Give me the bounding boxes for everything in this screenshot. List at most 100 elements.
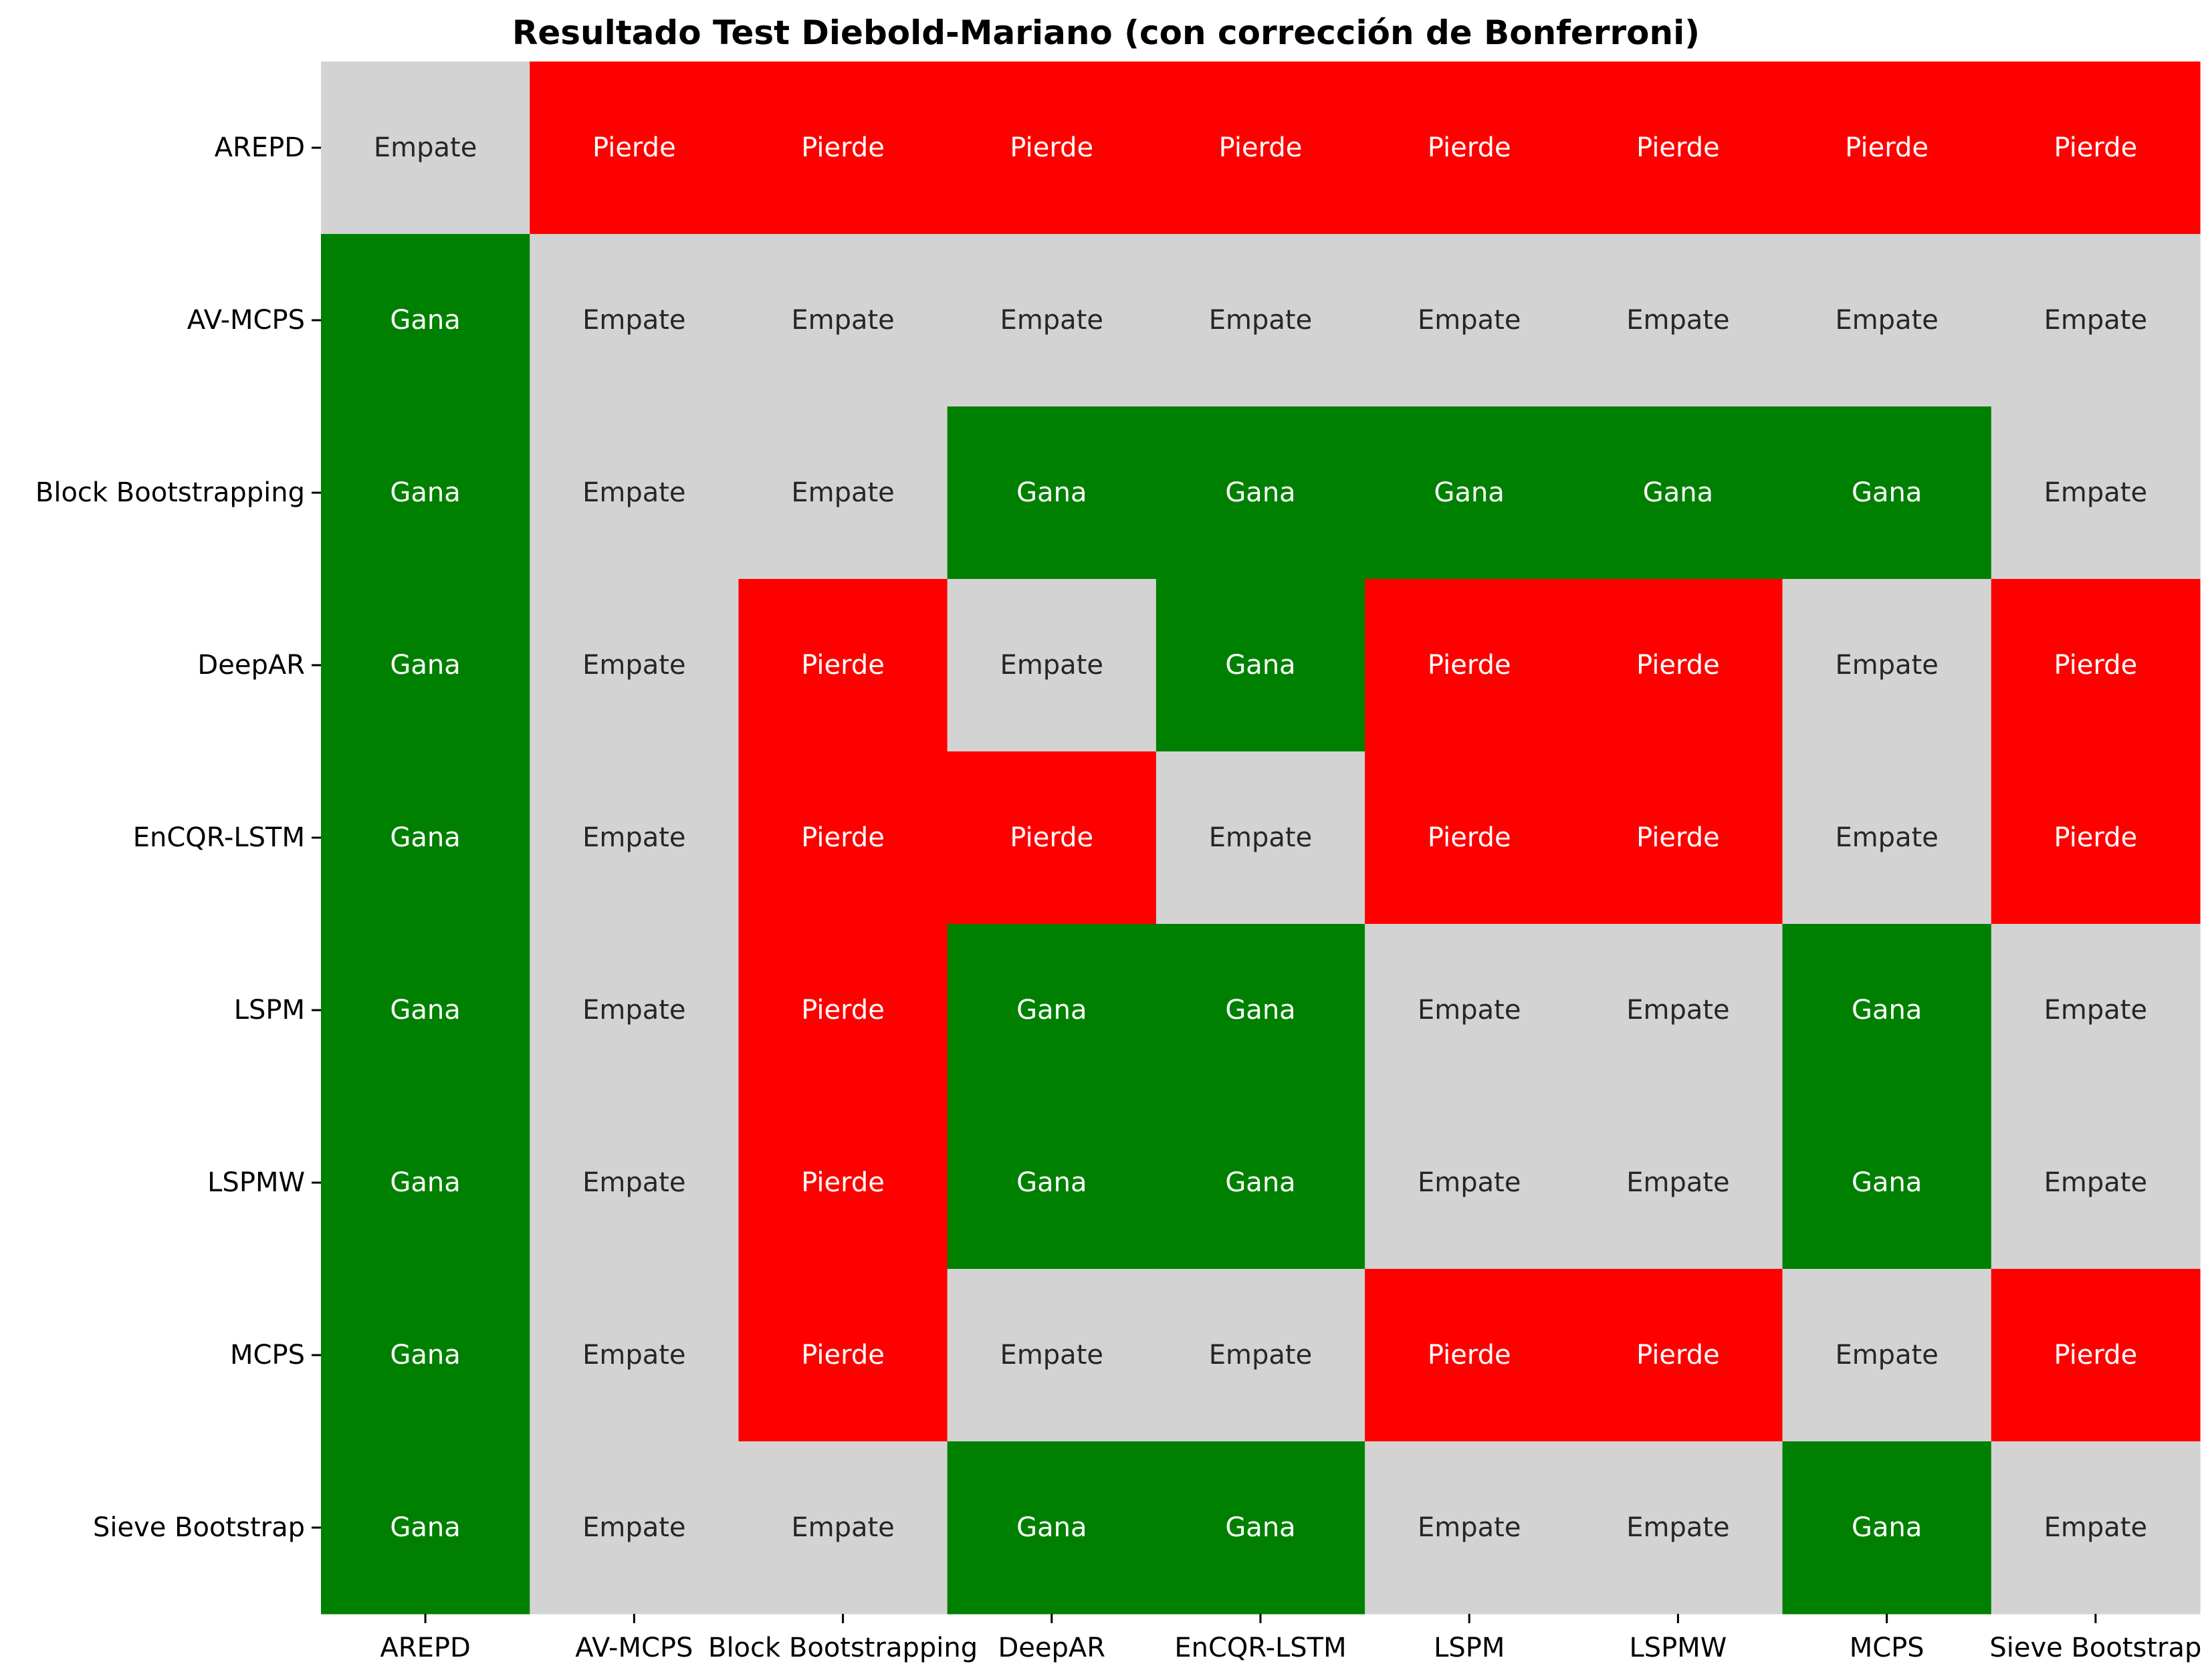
heatmap-cell-encqr-lstm-encqr-lstm	[1155, 751, 1365, 925]
heatmap-cell-lspmw-encqr-lstm	[1155, 1096, 1365, 1270]
cell-label-lspm-arepd: Gana	[390, 995, 460, 1026]
cell-label-deepar-deepar: Empate	[1000, 650, 1103, 681]
heatmap-cell-block-bootstrapping-encqr-lstm	[1155, 406, 1365, 580]
cell-label-deepar-block-bootstrapping: Pierde	[801, 650, 885, 681]
cell-label-mcps-mcps: Empate	[1835, 1340, 1938, 1370]
heatmap-cell-mcps-sieve-bootstrap	[1991, 1269, 2201, 1442]
cell-label-sieve-bootstrap-av-mcps: Empate	[582, 1512, 685, 1543]
heatmap-cell-deepar-block-bootstrapping	[738, 579, 948, 752]
y-tick-label-sieve-bootstrap: Sieve Bootstrap	[93, 1512, 305, 1543]
cell-label-encqr-lstm-lspm: Pierde	[1428, 822, 1511, 853]
heatmap-cell-deepar-lspm	[1365, 579, 1574, 752]
heatmap-cell-lspmw-mcps	[1782, 1096, 1992, 1270]
heatmap-cell-av-mcps-mcps	[1782, 234, 1992, 407]
heatmap-cell-arepd-encqr-lstm	[1155, 62, 1365, 235]
y-tick-label-encqr-lstm: EnCQR-LSTM	[133, 822, 305, 853]
x-tick-label-encqr-lstm: EnCQR-LSTM	[1174, 1633, 1346, 1663]
heatmap-cell-sieve-bootstrap-lspm	[1365, 1441, 1574, 1615]
heatmap-cell-block-bootstrapping-deepar	[947, 406, 1157, 580]
y-tick-label-mcps: MCPS	[230, 1340, 305, 1370]
cell-label-lspm-deepar: Gana	[1016, 995, 1087, 1026]
cell-label-av-mcps-mcps: Empate	[1835, 305, 1938, 336]
cell-label-arepd-arepd: Empate	[374, 132, 477, 163]
cell-label-block-bootstrapping-lspm: Gana	[1434, 477, 1505, 508]
x-axis: AREPD AV-MCPS Block Bootstrapping DeepAR EnC…	[380, 1614, 2201, 1663]
heatmap-cell-mcps-encqr-lstm	[1155, 1269, 1365, 1442]
heatmap-cell-block-bootstrapping-lspmw	[1573, 406, 1783, 580]
cell-label-sieve-bootstrap-lspmw: Empate	[1626, 1512, 1729, 1543]
heatmap-cell-deepar-av-mcps	[530, 579, 740, 752]
heatmap-cell-lspmw-av-mcps	[530, 1096, 740, 1270]
cell-label-sieve-bootstrap-block-bootstrapping: Empate	[791, 1512, 894, 1543]
heatmap-cell-arepd-sieve-bootstrap	[1991, 62, 2201, 235]
heatmap-cell-mcps-deepar	[947, 1269, 1157, 1442]
heatmap-cell-sieve-bootstrap-av-mcps	[530, 1441, 740, 1615]
cell-label-av-mcps-deepar: Empate	[1000, 305, 1103, 336]
cell-label-av-mcps-sieve-bootstrap: Empate	[2044, 305, 2147, 336]
heatmap-cell-encqr-lstm-mcps	[1782, 751, 1992, 925]
heatmap-cell-lspm-block-bootstrapping	[738, 924, 948, 1097]
heatmap-cell-lspmw-lspm	[1365, 1096, 1574, 1270]
cell-label-lspmw-lspmw: Empate	[1626, 1167, 1729, 1198]
x-tick-label-av-mcps: AV-MCPS	[575, 1633, 693, 1663]
cell-label-arepd-block-bootstrapping: Pierde	[801, 132, 885, 163]
cell-label-lspmw-mcps: Gana	[1852, 1167, 1922, 1198]
cell-label-lspm-lspm: Empate	[1418, 995, 1521, 1026]
heatmap-cell-encqr-lstm-lspm	[1365, 751, 1574, 925]
cell-label-encqr-lstm-deepar: Pierde	[1010, 822, 1093, 853]
heatmap-cell-encqr-lstm-sieve-bootstrap	[1991, 751, 2201, 925]
cell-label-lspmw-block-bootstrapping: Pierde	[801, 1167, 885, 1198]
heatmap-cell-encqr-lstm-av-mcps	[530, 751, 740, 925]
cell-label-arepd-av-mcps: Pierde	[592, 132, 676, 163]
cell-label-deepar-av-mcps: Empate	[582, 650, 685, 681]
heatmap-cell-av-mcps-encqr-lstm	[1155, 234, 1365, 407]
heatmap-cell-deepar-deepar	[947, 579, 1157, 752]
cell-label-lspm-mcps: Gana	[1852, 995, 1922, 1026]
heatmap-cell-deepar-sieve-bootstrap	[1991, 579, 2201, 752]
heatmap-cell-sieve-bootstrap-sieve-bootstrap	[1991, 1441, 2201, 1615]
cell-label-encqr-lstm-block-bootstrapping: Pierde	[801, 822, 885, 853]
cell-label-block-bootstrapping-sieve-bootstrap: Empate	[2044, 477, 2147, 508]
x-tick-label-arepd: AREPD	[380, 1633, 470, 1663]
cell-label-lspm-av-mcps: Empate	[582, 995, 685, 1026]
y-tick-label-lspm: LSPM	[234, 995, 305, 1026]
heatmap-cell-lspm-lspm	[1365, 924, 1574, 1097]
cell-label-lspmw-deepar: Gana	[1016, 1167, 1087, 1198]
cell-label-encqr-lstm-lspmw: Pierde	[1636, 822, 1720, 853]
cell-label-block-bootstrapping-encqr-lstm: Gana	[1225, 477, 1295, 508]
heatmap-cell-block-bootstrapping-av-mcps	[530, 406, 740, 580]
heatmap-cell-lspm-deepar	[947, 924, 1157, 1097]
heatmap-cell-lspm-av-mcps	[530, 924, 740, 1097]
cell-label-mcps-encqr-lstm: Empate	[1209, 1340, 1312, 1370]
heatmap-cell-arepd-av-mcps	[530, 62, 740, 235]
cell-label-lspmw-encqr-lstm: Gana	[1225, 1167, 1295, 1198]
heatmap-cell-av-mcps-av-mcps	[530, 234, 740, 407]
heatmap-cell-av-mcps-sieve-bootstrap	[1991, 234, 2201, 407]
cell-label-sieve-bootstrap-sieve-bootstrap: Empate	[2044, 1512, 2147, 1543]
cell-label-sieve-bootstrap-encqr-lstm: Gana	[1225, 1512, 1295, 1543]
heatmap-cell-labels: Empate Pierde Pierde Pierde Pierde Pierde Pier…	[374, 132, 2147, 1543]
cell-label-block-bootstrapping-lspmw: Gana	[1643, 477, 1713, 508]
cell-label-encqr-lstm-av-mcps: Empate	[582, 822, 685, 853]
heatmap-cell-block-bootstrapping-sieve-bootstrap	[1991, 406, 2201, 580]
y-tick-label-av-mcps: AV-MCPS	[187, 305, 305, 336]
cell-label-av-mcps-encqr-lstm: Empate	[1209, 305, 1312, 336]
heatmap-cell-block-bootstrapping-block-bootstrapping	[738, 406, 948, 580]
heatmap-cell-encqr-lstm-arepd	[321, 751, 530, 925]
cell-label-lspmw-av-mcps: Empate	[582, 1167, 685, 1198]
cell-label-lspm-lspmw: Empate	[1626, 995, 1729, 1026]
cell-label-block-bootstrapping-mcps: Gana	[1852, 477, 1922, 508]
heatmap-cell-lspmw-deepar	[947, 1096, 1157, 1270]
heatmap-cell-encqr-lstm-block-bootstrapping	[738, 751, 948, 925]
cell-label-mcps-block-bootstrapping: Pierde	[801, 1340, 885, 1370]
heatmap-cell-lspm-lspmw	[1573, 924, 1783, 1097]
cell-label-sieve-bootstrap-arepd: Gana	[390, 1512, 460, 1543]
cell-label-arepd-lspm: Pierde	[1428, 132, 1511, 163]
heatmap-cell-lspmw-sieve-bootstrap	[1991, 1096, 2201, 1270]
cell-label-arepd-mcps: Pierde	[1845, 132, 1928, 163]
heatmap-cell-lspm-sieve-bootstrap	[1991, 924, 2201, 1097]
cell-label-lspmw-arepd: Gana	[390, 1167, 460, 1198]
heatmap-cell-sieve-bootstrap-deepar	[947, 1441, 1157, 1615]
cell-label-block-bootstrapping-arepd: Gana	[390, 477, 460, 508]
